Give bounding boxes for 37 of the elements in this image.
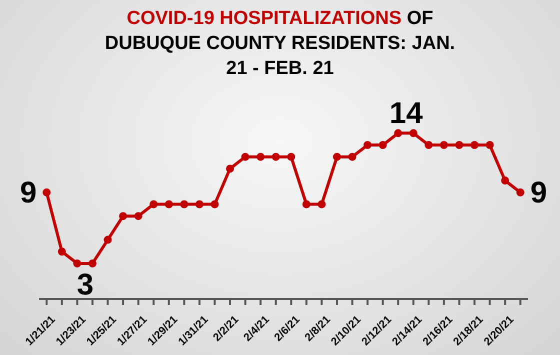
point: [332, 152, 341, 161]
point: [42, 188, 51, 196]
point: [164, 200, 173, 208]
point: [195, 200, 204, 208]
point: [455, 141, 464, 150]
point: [119, 212, 128, 220]
point: [134, 212, 142, 220]
point: [256, 152, 265, 161]
point: [73, 259, 82, 268]
point: [470, 141, 479, 150]
data-label: 14: [389, 97, 424, 130]
point: [440, 141, 448, 150]
point: [394, 129, 402, 138]
point: [104, 236, 112, 244]
point: [58, 248, 66, 256]
point: [409, 129, 418, 138]
point: [378, 141, 387, 150]
point: [302, 200, 310, 208]
point: [241, 152, 250, 161]
point: [516, 188, 524, 196]
chart-title: COVID-19 HOSPITALIZATIONS OF DUBUQUE COUNTY RESIDENTS: JAN. 21 - FEB. 21: [104, 8, 456, 79]
point: [180, 200, 188, 208]
point: [364, 141, 372, 150]
point: [486, 141, 494, 150]
point: [210, 200, 219, 208]
point: [318, 200, 326, 208]
point: [226, 164, 234, 173]
point: [88, 259, 96, 268]
point: [424, 141, 433, 150]
point: [501, 176, 510, 185]
data-label: 3: [76, 268, 94, 302]
point: [150, 200, 158, 208]
data-label: 9: [20, 176, 37, 210]
point: [272, 152, 280, 161]
point: [287, 152, 296, 161]
point: [348, 152, 356, 161]
data-label: 9: [530, 176, 548, 210]
